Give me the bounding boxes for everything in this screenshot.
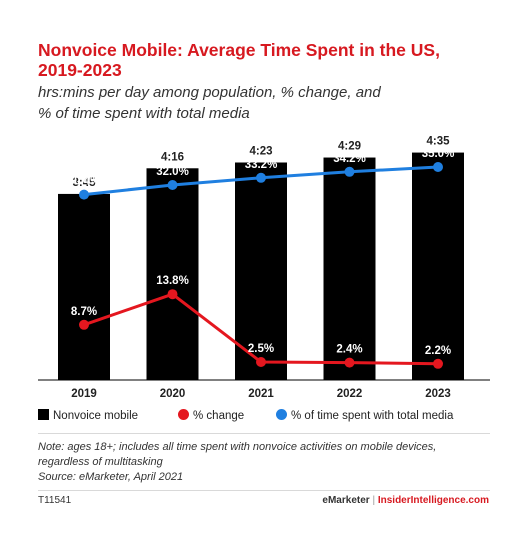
chart-plot: 3:45 4:16 4:23 4:29 4:35 2019 2020 2021 2022 2023… [38,136,490,400]
legend-swatch-bar [38,409,49,420]
chart-subtitle-line1: hrs:mins per day among population, % cha… [38,84,381,101]
chart-notes: Note: ages 18+; includes all time spent … [38,440,498,485]
footer-brand-emarketer: eMarketer [322,495,370,506]
share-point-2019 [79,189,89,200]
bar-label-2019: 3:45 [72,177,96,189]
chart-title-line2: 2019-2023 [38,60,122,80]
share-point-2022 [344,166,355,177]
x-tick-2023: 2023 [425,388,451,400]
change-point-2021 [256,357,266,367]
divider-bottom [38,490,490,491]
change-point-2022 [344,357,355,368]
bar-label-2021: 4:23 [249,145,272,157]
legend-swatch-change [178,409,189,420]
bar-2023 [412,152,464,380]
change-point-2019 [79,319,89,330]
change-label-2021: 2.5% [248,343,274,355]
legend-item-change: % change [178,409,244,422]
legend-swatch-share [276,409,287,420]
bar-label-2023: 4:35 [426,136,450,148]
change-point-2023 [433,358,443,369]
footer-chart-id: T11541 [38,495,72,506]
bar-2021 [235,162,287,380]
share-label-2019: 30.4% [68,176,101,188]
legend-item-share: % of time spent with total media [276,409,453,422]
note-line2: regardless of multitasking [38,456,163,468]
footer-brand-separator: | [372,495,376,506]
legend-label-nonvoice: Nonvoice mobile [53,410,139,422]
chart-title: Nonvoice Mobile: Average Time Spent in t… [38,40,508,80]
change-label-2022: 2.4% [336,344,362,356]
change-point-2020 [167,289,178,300]
legend-item-nonvoice: Nonvoice mobile [38,409,138,422]
share-point-2021 [256,172,266,183]
bar-label-2020: 4:16 [161,151,184,163]
legend-label-change: % change [193,410,245,422]
footer-brand: eMarketer | InsiderIntelligence.com [322,495,489,506]
bar-2020 [146,168,199,380]
change-label-2019: 8.7% [71,306,97,318]
bar-2019 [58,193,110,380]
bar-2022 [323,157,376,380]
chart-legend: Nonvoice mobile % change % of time spent… [38,409,508,425]
bar-label-2022: 4:29 [338,141,361,153]
x-tick-2022: 2022 [337,388,363,400]
chart-title-line1: Nonvoice Mobile: Average Time Spent in t… [38,40,440,60]
share-label-2020: 32.0% [156,166,189,178]
legend-label-share: % of time spent with total media [291,410,454,422]
share-point-2023 [433,162,443,172]
footer-brand-insider: InsiderIntelligence.com [377,495,489,506]
change-label-2023: 2.2% [425,345,451,357]
share-label-2021: 33.2% [245,159,278,171]
x-tick-2020: 2020 [160,388,186,400]
x-tick-2021: 2021 [248,388,274,400]
x-tick-2019: 2019 [71,388,97,400]
share-label-2022: 34.2% [333,153,366,165]
note-source: Source: eMarketer, April 2021 [38,471,184,483]
share-label-2023: 35.0% [422,148,455,160]
change-label-2020: 13.8% [156,275,189,287]
chart-subtitle-line2: % of time spent with total media [38,105,250,122]
note-line1: Note: ages 18+; includes all time spent … [38,441,437,453]
divider-top [38,433,490,434]
chart-subtitle: hrs:mins per day among population, % cha… [38,82,508,124]
share-point-2020 [167,180,178,190]
